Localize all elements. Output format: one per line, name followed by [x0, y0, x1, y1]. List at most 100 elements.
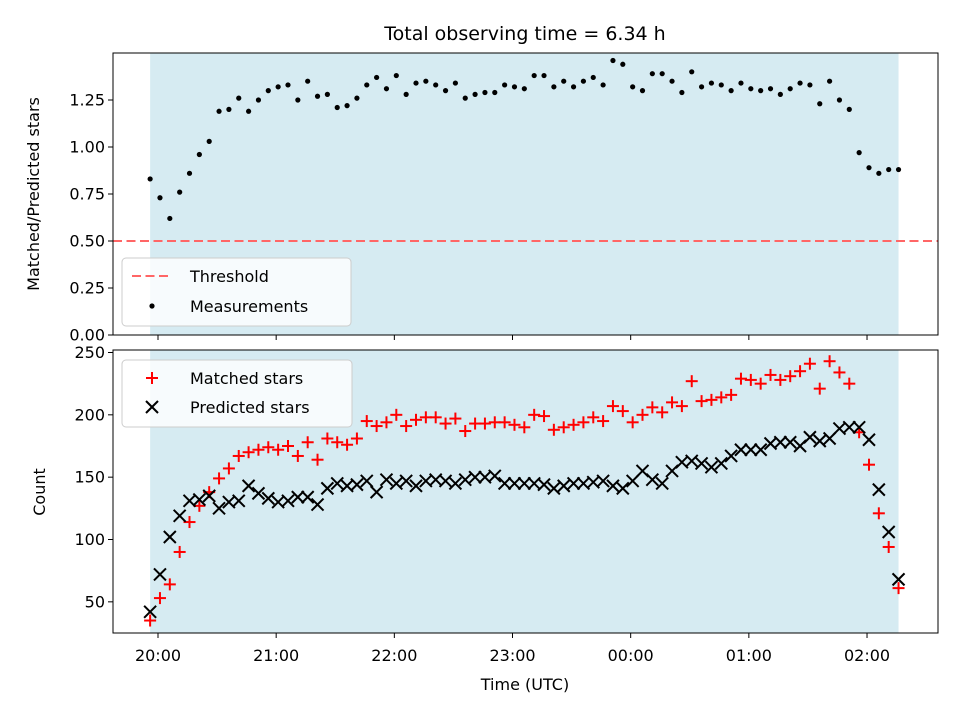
matched-star-marker: [508, 418, 521, 431]
top-y-tick-label: 0.25: [69, 279, 105, 298]
predicted-star-marker: [300, 490, 315, 504]
matched-star-marker: [626, 416, 639, 429]
matched-star-marker: [262, 441, 275, 454]
matched-star-marker: [498, 416, 511, 429]
predicted-star-marker: [143, 605, 157, 619]
matched-star-marker: [784, 370, 797, 383]
measurement-point: [452, 80, 458, 86]
x-tick-label: 20:00: [135, 646, 181, 665]
x-tick-label: 02:00: [844, 646, 890, 665]
matched-star-marker: [715, 391, 728, 404]
predicted-star-marker: [497, 476, 512, 491]
matched-star-marker: [547, 423, 560, 436]
matched-star-marker: [321, 432, 334, 445]
measurement-point: [886, 166, 892, 173]
predicted-star-marker: [891, 572, 906, 587]
matched-star-marker: [577, 416, 590, 429]
matched-star-marker: [557, 421, 570, 434]
measurement-point: [196, 151, 202, 158]
measurement-point: [462, 95, 468, 101]
measurement-point: [147, 176, 153, 182]
measurement-point: [777, 91, 783, 97]
matched-star-marker: [597, 415, 610, 428]
measurement-point: [856, 150, 862, 156]
measurement-point: [689, 69, 695, 75]
matched-star-marker: [636, 408, 649, 421]
predicted-star-marker: [872, 482, 886, 497]
measurement-point: [216, 108, 222, 114]
measurement-point: [866, 165, 872, 171]
matched-star-marker: [813, 382, 826, 395]
predicted-star-marker: [881, 525, 896, 539]
matched-star-marker: [685, 375, 698, 388]
predicted-star-marker: [724, 449, 738, 463]
measurement-point: [206, 138, 212, 144]
measurement-point: [167, 215, 173, 222]
top-y-tick-label: 1.00: [69, 138, 105, 157]
matched-star-marker: [725, 388, 738, 401]
matched-star-marker: [872, 507, 885, 520]
x-axis-label: Time (UTC): [480, 675, 569, 694]
matched-star-marker: [843, 377, 856, 390]
measurement-point: [511, 84, 518, 90]
measurement-point: [620, 61, 626, 67]
predicted-star-marker: [714, 456, 728, 471]
measurement-point: [393, 72, 399, 79]
matched-star-marker: [173, 545, 186, 558]
top-y-tick-label: 0.00: [69, 326, 105, 345]
predicted-star-marker: [517, 476, 532, 491]
matched-star-marker: [538, 410, 551, 423]
matched-star-marker: [744, 373, 757, 386]
measurement-point: [324, 91, 330, 97]
predicted-star-marker: [488, 469, 502, 483]
matched-star-marker: [153, 592, 166, 605]
matched-star-marker: [774, 373, 787, 386]
x-tick-label: 23:00: [489, 646, 535, 665]
measurement-point: [698, 84, 705, 90]
measurement-point: [718, 82, 724, 88]
predicted-star-marker: [507, 476, 522, 491]
bottom-legend: Matched stars Predicted stars: [121, 359, 353, 428]
matched-star-marker: [222, 462, 235, 475]
predicted-star-marker: [862, 433, 876, 447]
matched-star-marker: [528, 408, 541, 421]
matched-star-marker: [675, 400, 688, 413]
predicted-star-marker: [212, 501, 226, 516]
top-y-axis-label: Matched/Predicted stars: [24, 97, 43, 291]
predicted-star-marker: [163, 530, 177, 544]
measurement-point: [314, 93, 321, 99]
chart-title: Total observing time = 6.34 h: [383, 23, 665, 45]
top-legend: Threshold Measurements: [121, 257, 352, 327]
matched-star-marker: [341, 438, 354, 451]
predicted-star-marker: [320, 481, 335, 496]
matched-star-marker: [646, 401, 659, 414]
predicted-star-marker: [241, 479, 256, 493]
predicted-star-marker: [616, 481, 630, 496]
predicted-star-marker: [852, 420, 866, 435]
matched-star-marker: [459, 425, 472, 438]
matched-star-marker: [862, 458, 875, 471]
measurement-point: [177, 189, 183, 195]
measurement-point: [590, 74, 596, 81]
matched-star-marker: [311, 453, 324, 466]
matched-star-marker: [281, 439, 294, 452]
measurement-point: [679, 89, 685, 96]
matched-star-marker: [616, 405, 629, 418]
measurement-point: [442, 88, 449, 94]
top-y-tick-label: 0.75: [69, 185, 105, 204]
matched-star-marker: [400, 420, 413, 433]
bottom-axes-frame: [112, 349, 939, 634]
measurement-point: [374, 74, 380, 81]
matched-star-marker: [823, 355, 836, 368]
measurement-point: [846, 106, 852, 112]
legend-threshold-label: Threshold: [189, 267, 269, 286]
measurement-point: [502, 82, 508, 88]
measurement-point: [383, 86, 390, 92]
x-tick-label: 21:00: [253, 646, 299, 665]
predicted-star-marker: [645, 472, 660, 487]
predicted-star-marker: [596, 474, 610, 488]
matched-star-marker: [833, 366, 846, 379]
measurement-point: [186, 170, 193, 176]
x-tick-label: 00:00: [608, 646, 654, 665]
matched-star-marker: [803, 357, 816, 370]
